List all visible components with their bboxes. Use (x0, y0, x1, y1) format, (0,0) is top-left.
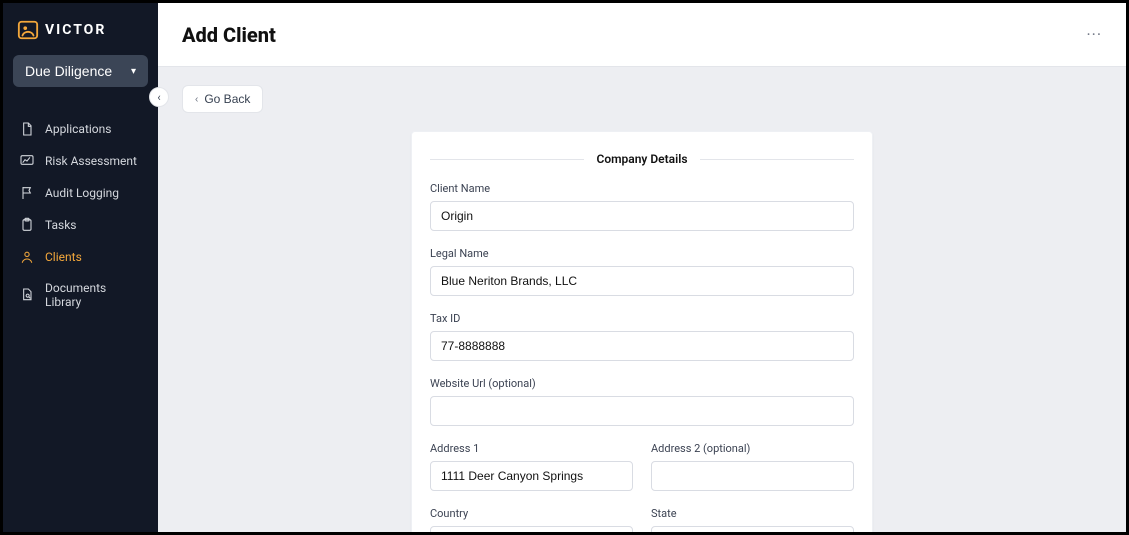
select-state[interactable] (651, 526, 854, 532)
caret-down-icon: ▾ (131, 66, 136, 77)
page-header: Add Client ··· (158, 3, 1126, 67)
sidebar-item-label: Risk Assessment (45, 154, 137, 168)
label-legal-name: Legal Name (430, 247, 854, 260)
sidebar-nav: Applications Risk Assessment Audit Loggi… (13, 115, 148, 315)
module-switcher[interactable]: Due Diligence ▾ (13, 55, 148, 87)
page-title: Add Client (182, 23, 276, 47)
sidebar: VICTOR Due Diligence ▾ Applications Risk… (3, 3, 158, 532)
go-back-button[interactable]: ‹ Go Back (182, 85, 263, 113)
document-icon (19, 121, 35, 137)
input-client-name[interactable] (430, 201, 854, 231)
field-tax-id: Tax ID (430, 312, 854, 361)
input-website[interactable] (430, 396, 854, 426)
input-address2[interactable] (651, 461, 854, 491)
field-website: Website Url (optional) (430, 377, 854, 426)
sidebar-item-applications[interactable]: Applications (13, 115, 148, 143)
sidebar-item-tasks[interactable]: Tasks (13, 211, 148, 239)
flag-icon (19, 185, 35, 201)
sidebar-item-label: Audit Logging (45, 186, 119, 200)
section-title-text: Company Details (596, 152, 687, 166)
select-country[interactable] (430, 526, 633, 532)
sidebar-item-risk-assessment[interactable]: Risk Assessment (13, 147, 148, 175)
sidebar-item-documents-library[interactable]: Documents Library (13, 275, 148, 315)
more-menu-button[interactable]: ··· (1086, 25, 1102, 44)
chevron-left-icon: ‹ (195, 94, 198, 105)
brand-mark-icon (17, 19, 39, 41)
brand-logo: VICTOR (13, 19, 148, 55)
label-website: Website Url (optional) (430, 377, 854, 390)
sidebar-item-label: Applications (45, 122, 111, 136)
clipboard-icon (19, 217, 35, 233)
label-client-name: Client Name (430, 182, 854, 195)
chart-trend-icon (19, 153, 35, 169)
company-details-card: Company Details Client Name Legal Name T… (411, 131, 873, 532)
field-client-name: Client Name (430, 182, 854, 231)
content: ‹ Go Back Company Details Client Name Le… (158, 67, 1126, 532)
label-tax-id: Tax ID (430, 312, 854, 325)
brand-name: VICTOR (45, 22, 106, 38)
label-state: State (651, 507, 854, 520)
input-legal-name[interactable] (430, 266, 854, 296)
file-search-icon (19, 287, 35, 303)
module-label: Due Diligence (25, 63, 112, 79)
field-legal-name: Legal Name (430, 247, 854, 296)
sidebar-item-clients[interactable]: Clients (13, 243, 148, 271)
chevron-left-icon: ‹ (157, 91, 160, 104)
section-title: Company Details (430, 152, 854, 166)
field-country: Country ⌄ (430, 507, 633, 532)
field-address1: Address 1 (430, 442, 633, 491)
sidebar-item-label: Clients (45, 250, 82, 264)
go-back-label: Go Back (204, 92, 250, 106)
input-address1[interactable] (430, 461, 633, 491)
user-icon (19, 249, 35, 265)
label-address2: Address 2 (optional) (651, 442, 854, 455)
label-address1: Address 1 (430, 442, 633, 455)
field-state: State ⌄ (651, 507, 854, 532)
label-country: Country (430, 507, 633, 520)
sidebar-item-audit-logging[interactable]: Audit Logging (13, 179, 148, 207)
sidebar-collapse-button[interactable]: ‹ (149, 87, 169, 107)
sidebar-item-label: Tasks (45, 218, 77, 232)
input-tax-id[interactable] (430, 331, 854, 361)
sidebar-item-label: Documents Library (45, 281, 142, 309)
main: Add Client ··· ‹ Go Back Company Details… (158, 3, 1126, 532)
field-address2: Address 2 (optional) (651, 442, 854, 491)
